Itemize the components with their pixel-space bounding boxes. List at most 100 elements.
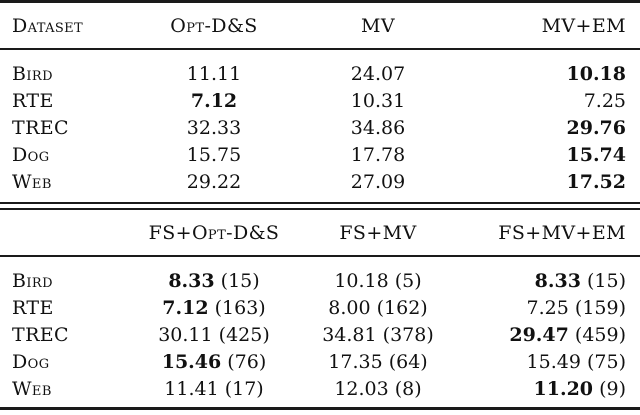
top-rule (0, 0, 640, 3)
error-rate-value: 15.74 (566, 143, 627, 166)
error-rate-value: 7.25 (526, 296, 569, 319)
error-rate-value: 29.47 (509, 323, 569, 346)
value-cell: 8.33 (15) (456, 256, 640, 294)
column-header-mv: MV (300, 3, 456, 50)
column-header-fs-mv-em: FS+MV+EM (456, 210, 640, 257)
column-header-fs-opt-ds: FS+Opt-D&S (128, 210, 300, 257)
results-table-bottom-section: FS+Opt-D&S FS+MV FS+MV+EM Bird 8.33 (15) 1… (0, 210, 640, 402)
value-cell: 17.52 (456, 168, 640, 195)
iteration-count: (5) (394, 269, 422, 292)
error-rate-value: 8.00 (328, 296, 371, 319)
table-row-dog: Dog 15.75 17.78 15.74 (0, 141, 640, 168)
iteration-count: (64) (388, 350, 428, 373)
column-header-opt-ds: Opt-D&S (128, 3, 300, 50)
error-rate-value: 29.22 (186, 170, 242, 193)
dataset-label: Web (12, 377, 52, 400)
error-rate-value: 15.75 (186, 143, 242, 166)
dataset-label: Web (12, 170, 52, 193)
error-rate-value: 30.11 (158, 323, 213, 346)
error-rate-value: 10.31 (350, 89, 406, 112)
dataset-label: RTE (12, 296, 54, 319)
error-rate-value: 29.76 (566, 116, 627, 139)
table-row-bird: Bird 8.33 (15) 10.18 (5) 8.33 (15) (0, 256, 640, 294)
column-header-fs-mv: FS+MV (300, 210, 456, 257)
value-cell: 10.31 (300, 87, 456, 114)
error-rate-value: 12.03 (334, 377, 389, 400)
dataset-label: Bird (12, 269, 53, 292)
error-rate-value: 11.11 (186, 62, 242, 85)
dataset-label: Dog (12, 143, 50, 166)
value-cell: 29.76 (456, 114, 640, 141)
table-row-bird: Bird 11.11 24.07 10.18 (0, 49, 640, 87)
dataset-label: RTE (12, 89, 54, 112)
iteration-count: (378) (382, 323, 434, 346)
error-rate-value: 8.33 (534, 269, 581, 292)
iteration-count: (75) (586, 350, 626, 373)
column-header-dataset: Dataset (0, 3, 128, 50)
value-cell: 32.33 (128, 114, 300, 141)
iteration-count: (159) (574, 296, 626, 319)
header-row-bottom: FS+Opt-D&S FS+MV FS+MV+EM (0, 210, 640, 257)
table-row-trec: TREC 32.33 34.86 29.76 (0, 114, 640, 141)
value-cell: 30.11 (425) (128, 321, 300, 348)
error-rate-value: 7.12 (162, 296, 209, 319)
value-cell: 15.46 (76) (128, 348, 300, 375)
table-row-web: Web 29.22 27.09 17.52 (0, 168, 640, 195)
iteration-count: (76) (227, 350, 267, 373)
dataset-label: TREC (12, 323, 69, 346)
table-row-web: Web 11.41 (17) 12.03 (8) 11.20 (9) (0, 375, 640, 402)
dataset-label: Dog (12, 350, 50, 373)
value-cell: 11.41 (17) (128, 375, 300, 402)
value-cell: 24.07 (300, 49, 456, 87)
error-rate-value: 34.86 (350, 116, 406, 139)
header-row-top: Dataset Opt-D&S MV MV+EM (0, 3, 640, 50)
error-rate-value: 17.78 (350, 143, 406, 166)
error-rate-value: 10.18 (334, 269, 389, 292)
value-cell: 34.86 (300, 114, 456, 141)
error-rate-value: 32.33 (186, 116, 242, 139)
column-header-empty (0, 210, 128, 257)
iteration-count: (15) (586, 269, 626, 292)
dataset-label: TREC (12, 116, 69, 139)
error-rate-value: 17.52 (566, 170, 627, 193)
error-rate-value: 11.20 (533, 377, 594, 400)
table-row-trec: TREC 30.11 (425) 34.81 (378) 29.47 (459) (0, 321, 640, 348)
value-cell: 34.81 (378) (300, 321, 456, 348)
iteration-count: (15) (220, 269, 260, 292)
value-cell: 7.12 (128, 87, 300, 114)
error-rate-value: 24.07 (350, 62, 406, 85)
error-rate-value: 15.46 (161, 350, 222, 373)
iteration-count: (425) (218, 323, 270, 346)
value-cell: 7.25 (456, 87, 640, 114)
iteration-count: (459) (574, 323, 626, 346)
error-rate-value: 17.35 (328, 350, 383, 373)
value-cell: 10.18 (456, 49, 640, 87)
results-table-top-section: Dataset Opt-D&S MV MV+EM Bird 11.11 24.07 1… (0, 3, 640, 195)
section-divider-double-rule (0, 202, 640, 210)
error-rate-value: 7.25 (583, 89, 626, 112)
value-cell: 15.49 (75) (456, 348, 640, 375)
value-cell: 29.22 (128, 168, 300, 195)
value-cell: 11.11 (128, 49, 300, 87)
table-row-rte: RTE 7.12 (163) 8.00 (162) 7.25 (159) (0, 294, 640, 321)
iteration-count: (162) (376, 296, 428, 319)
error-rate-value: 34.81 (322, 323, 377, 346)
iteration-count: (17) (224, 377, 264, 400)
iteration-count: (9) (599, 377, 626, 400)
value-cell: 8.00 (162) (300, 294, 456, 321)
value-cell: 17.35 (64) (300, 348, 456, 375)
value-cell: 7.12 (163) (128, 294, 300, 321)
iteration-count: (8) (394, 377, 422, 400)
bottom-rule (0, 407, 640, 410)
error-rate-value: 27.09 (350, 170, 406, 193)
value-cell: 11.20 (9) (456, 375, 640, 402)
value-cell: 7.25 (159) (456, 294, 640, 321)
value-cell: 8.33 (15) (128, 256, 300, 294)
value-cell: 27.09 (300, 168, 456, 195)
iteration-count: (163) (214, 296, 266, 319)
error-rate-value: 8.33 (168, 269, 215, 292)
error-rate-value: 10.18 (566, 62, 627, 85)
value-cell: 15.74 (456, 141, 640, 168)
value-cell: 29.47 (459) (456, 321, 640, 348)
